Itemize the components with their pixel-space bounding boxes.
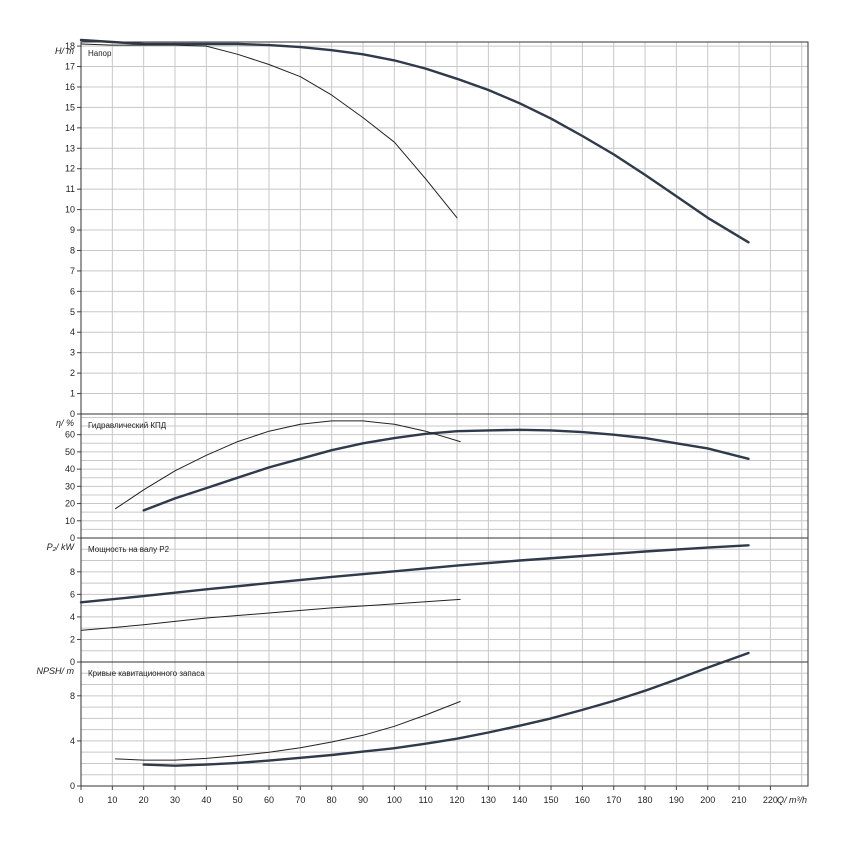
panel-title: Напор [88, 49, 112, 58]
y-tick-label: 8 [70, 567, 75, 577]
series-line-2 [80, 598, 461, 631]
y-tick-label: 10 [65, 516, 75, 526]
y-axis-label: NPSH/ m [36, 666, 74, 676]
x-axis-label: Q/ m³/h [777, 795, 807, 805]
series-line-1 [79, 38, 750, 244]
x-tick-label: 160 [575, 795, 590, 805]
panel-frame [80, 661, 809, 787]
panel-frame [80, 41, 809, 415]
x-tick-label: 30 [170, 795, 180, 805]
y-axis-label: H/ m [55, 46, 75, 56]
y-tick-label: 8 [70, 245, 75, 255]
x-tick-label: 140 [512, 795, 527, 805]
series-line-2 [80, 43, 458, 219]
x-tick-label: 150 [544, 795, 559, 805]
x-tick-label: 100 [387, 795, 402, 805]
y-tick-label: 2 [70, 368, 75, 378]
y-tick-label: 4 [70, 612, 75, 622]
x-tick-label: 220 [763, 795, 778, 805]
x-tick-label: 190 [669, 795, 684, 805]
x-tick-label: 60 [264, 795, 274, 805]
y-tick-label: 11 [66, 184, 75, 194]
y-tick-label: 4 [70, 736, 75, 746]
y-tick-label: 50 [65, 447, 75, 457]
y-tick-label: 6 [70, 286, 75, 296]
x-tick-label: 130 [481, 795, 496, 805]
y-tick-label: 0 [70, 657, 75, 667]
series-line-2 [115, 701, 461, 761]
x-tick-label: 0 [78, 795, 83, 805]
y-tick-label: 6 [70, 589, 75, 599]
x-tick-label: 110 [419, 795, 433, 805]
series-line-2 [115, 420, 461, 510]
y-tick-label: 8 [70, 691, 75, 701]
x-axis: 0 10 20 30 40 50 60 70 80 90 100 110 120 130 140 150 160… [78, 786, 807, 805]
x-tick-label: 200 [700, 795, 715, 805]
panel-4: 0 4 8 NPSH/ m Кривые кавитационного запаса [36, 651, 809, 791]
series-line-1 [79, 544, 750, 604]
y-tick-label: 7 [70, 266, 75, 276]
y-tick-label: 0 [70, 409, 75, 419]
y-tick-label: 40 [65, 464, 75, 474]
y-tick-label: 17 [65, 62, 75, 72]
series-line-1 [142, 651, 750, 767]
x-tick-label: 20 [139, 795, 149, 805]
y-tick-label: 13 [65, 143, 75, 153]
panel-3: 0 2 4 6 8 P₂/ kW Мощность на валу P2 [47, 537, 809, 667]
x-tick-label: 120 [450, 795, 465, 805]
y-tick-label: 16 [65, 82, 75, 92]
y-tick-label: 0 [70, 533, 75, 543]
x-tick-label: 50 [233, 795, 243, 805]
series-line-1 [142, 428, 750, 512]
y-tick-label: 14 [65, 123, 75, 133]
panel-title: Гидравлический КПД [88, 421, 167, 430]
x-tick-label: 70 [295, 795, 305, 805]
y-tick-label: 1 [70, 389, 75, 399]
y-tick-label: 0 [70, 781, 75, 791]
panel-2: 0 10 20 30 40 50 60 η/ % Гидравлический КПД [56, 413, 809, 543]
y-tick-label: 18 [65, 41, 75, 51]
y-tick-label: 15 [65, 102, 75, 112]
y-axis-label: η/ % [56, 418, 74, 428]
x-tick-label: 210 [732, 795, 747, 805]
x-tick-label: 40 [201, 795, 211, 805]
y-tick-label: 10 [65, 205, 75, 215]
y-tick-label: 30 [65, 481, 75, 491]
x-tick-label: 90 [358, 795, 368, 805]
y-axis-label: P₂/ kW [47, 542, 76, 552]
panel-title: Кривые кавитационного запаса [88, 669, 205, 678]
x-tick-label: 170 [606, 795, 621, 805]
x-tick-label: 180 [638, 795, 653, 805]
x-tick-label: 10 [107, 795, 117, 805]
y-tick-label: 5 [70, 307, 75, 317]
y-tick-label: 60 [65, 430, 75, 440]
y-tick-label: 12 [65, 164, 75, 174]
y-tick-label: 4 [70, 327, 75, 337]
y-tick-label: 2 [70, 634, 75, 644]
panel-title: Мощность на валу P2 [88, 545, 170, 554]
y-tick-label: 3 [70, 348, 75, 358]
y-tick-label: 20 [65, 499, 75, 509]
x-tick-label: 80 [327, 795, 337, 805]
y-tick-label: 9 [70, 225, 75, 235]
